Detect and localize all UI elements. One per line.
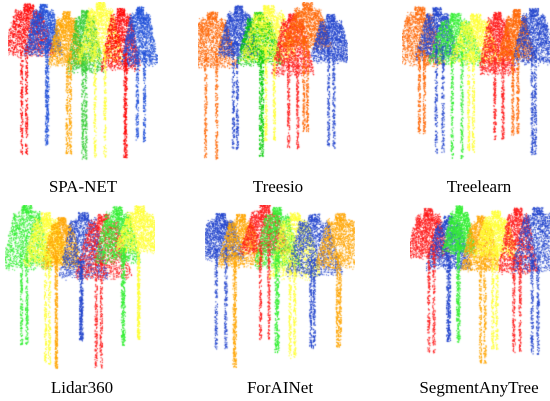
tree-point-cloud xyxy=(8,2,158,167)
tree-point-cloud xyxy=(205,205,355,375)
caption-lidar360: Lidar360 xyxy=(50,378,114,397)
panel-treesio xyxy=(198,2,348,167)
panel-spa-net xyxy=(8,2,158,167)
caption-forainet: ForAINet xyxy=(246,378,314,397)
caption-spa-net: SPA-NET xyxy=(48,177,118,196)
caption-segmentanytree: SegmentAnyTree xyxy=(419,378,539,397)
caption-treelearn: Treelearn xyxy=(446,177,512,196)
panel-lidar360 xyxy=(5,205,155,375)
tree-point-cloud xyxy=(198,2,348,167)
panel-treelearn xyxy=(402,2,550,167)
panel-segmentanytree xyxy=(410,205,550,375)
caption-treesio: Treesio xyxy=(252,177,304,196)
tree-point-cloud xyxy=(5,205,155,375)
tree-point-cloud xyxy=(410,205,550,375)
tree-point-cloud xyxy=(402,2,550,167)
panel-forainet xyxy=(205,205,355,375)
